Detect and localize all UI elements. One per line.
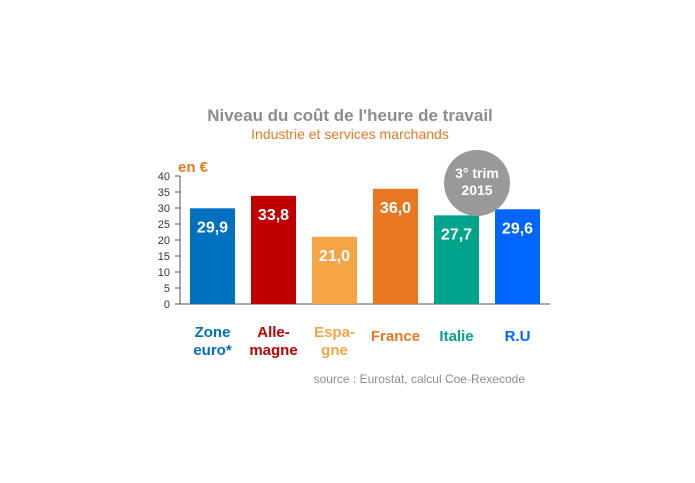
category-label: Alle- bbox=[257, 324, 290, 341]
y-tick-label: 5 bbox=[164, 283, 170, 295]
category-label: Zone bbox=[195, 324, 231, 341]
y-tick-label: 15 bbox=[158, 251, 170, 263]
bar bbox=[495, 209, 540, 304]
bar-value-label: 21,0 bbox=[319, 248, 350, 265]
category-label: France bbox=[371, 328, 420, 345]
bar-value-label: 36,0 bbox=[380, 200, 411, 217]
y-tick-label: 20 bbox=[158, 235, 170, 247]
bar-value-label: 27,7 bbox=[441, 226, 472, 243]
category-label: Italie bbox=[439, 328, 473, 345]
period-badge-text: 2015 bbox=[461, 182, 492, 198]
category-label: Espa- bbox=[314, 324, 355, 341]
y-tick-label: 35 bbox=[158, 187, 170, 199]
chart-subtitle: Industrie et services marchands bbox=[251, 126, 449, 142]
category-label: magne bbox=[249, 342, 297, 359]
period-badge-circle bbox=[444, 150, 510, 216]
y-tick-label: 0 bbox=[164, 299, 170, 311]
y-tick-label: 40 bbox=[158, 171, 170, 183]
y-ticks: 0 5 10 15 20 25 30 35 40 bbox=[158, 171, 180, 311]
bar bbox=[312, 236, 357, 304]
unit-label: en € bbox=[178, 159, 209, 176]
bars: 29,9 33,8 21,0 36,0 27,7 29,6 bbox=[190, 188, 540, 304]
chart-title: Niveau du coût de l'heure de travail bbox=[207, 106, 493, 125]
category-label: euro* bbox=[193, 342, 232, 359]
y-tick-label: 25 bbox=[158, 219, 170, 231]
y-tick-label: 10 bbox=[158, 267, 170, 279]
bar-value-label: 33,8 bbox=[258, 207, 289, 224]
bar-value-label: 29,6 bbox=[502, 220, 533, 237]
bar-value-label: 29,9 bbox=[197, 219, 228, 236]
category-label: gne bbox=[321, 342, 348, 359]
source-note: source : Eurostat, calcul Coe-Rexecode bbox=[314, 372, 526, 386]
category-label: R.U bbox=[505, 328, 531, 345]
period-badge-text: 3° trim bbox=[455, 165, 499, 181]
bar bbox=[190, 208, 235, 304]
y-tick-label: 30 bbox=[158, 203, 170, 215]
bar bbox=[373, 188, 418, 304]
bar bbox=[251, 195, 296, 304]
bar bbox=[434, 215, 479, 304]
